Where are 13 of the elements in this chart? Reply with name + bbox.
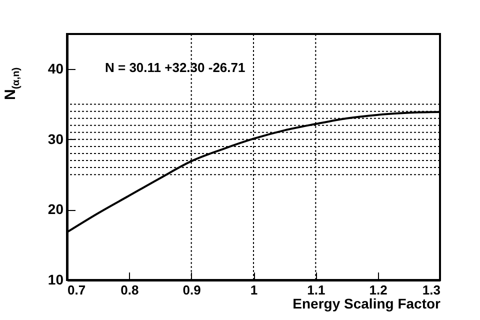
- y-tick-label: 30: [48, 130, 64, 147]
- x-tick-label: 0.7: [68, 282, 86, 298]
- y-tick-label: 40: [48, 60, 64, 77]
- x-tick-label: 0.9: [182, 282, 201, 298]
- x-tick-label: 0.8: [120, 282, 139, 298]
- x-tick-label: 1: [250, 282, 258, 298]
- x-tick-label: 1.3: [422, 282, 440, 298]
- y-tick-label: 10: [48, 272, 64, 288]
- x-axis-title: Energy Scaling Factor: [292, 296, 442, 312]
- x-tick-label: 1.1: [307, 282, 326, 298]
- annotation: N = 30.11 +32.30 -26.71: [105, 60, 246, 75]
- x-tick-label: 1.2: [369, 282, 388, 298]
- y-tick-label: 20: [48, 201, 64, 218]
